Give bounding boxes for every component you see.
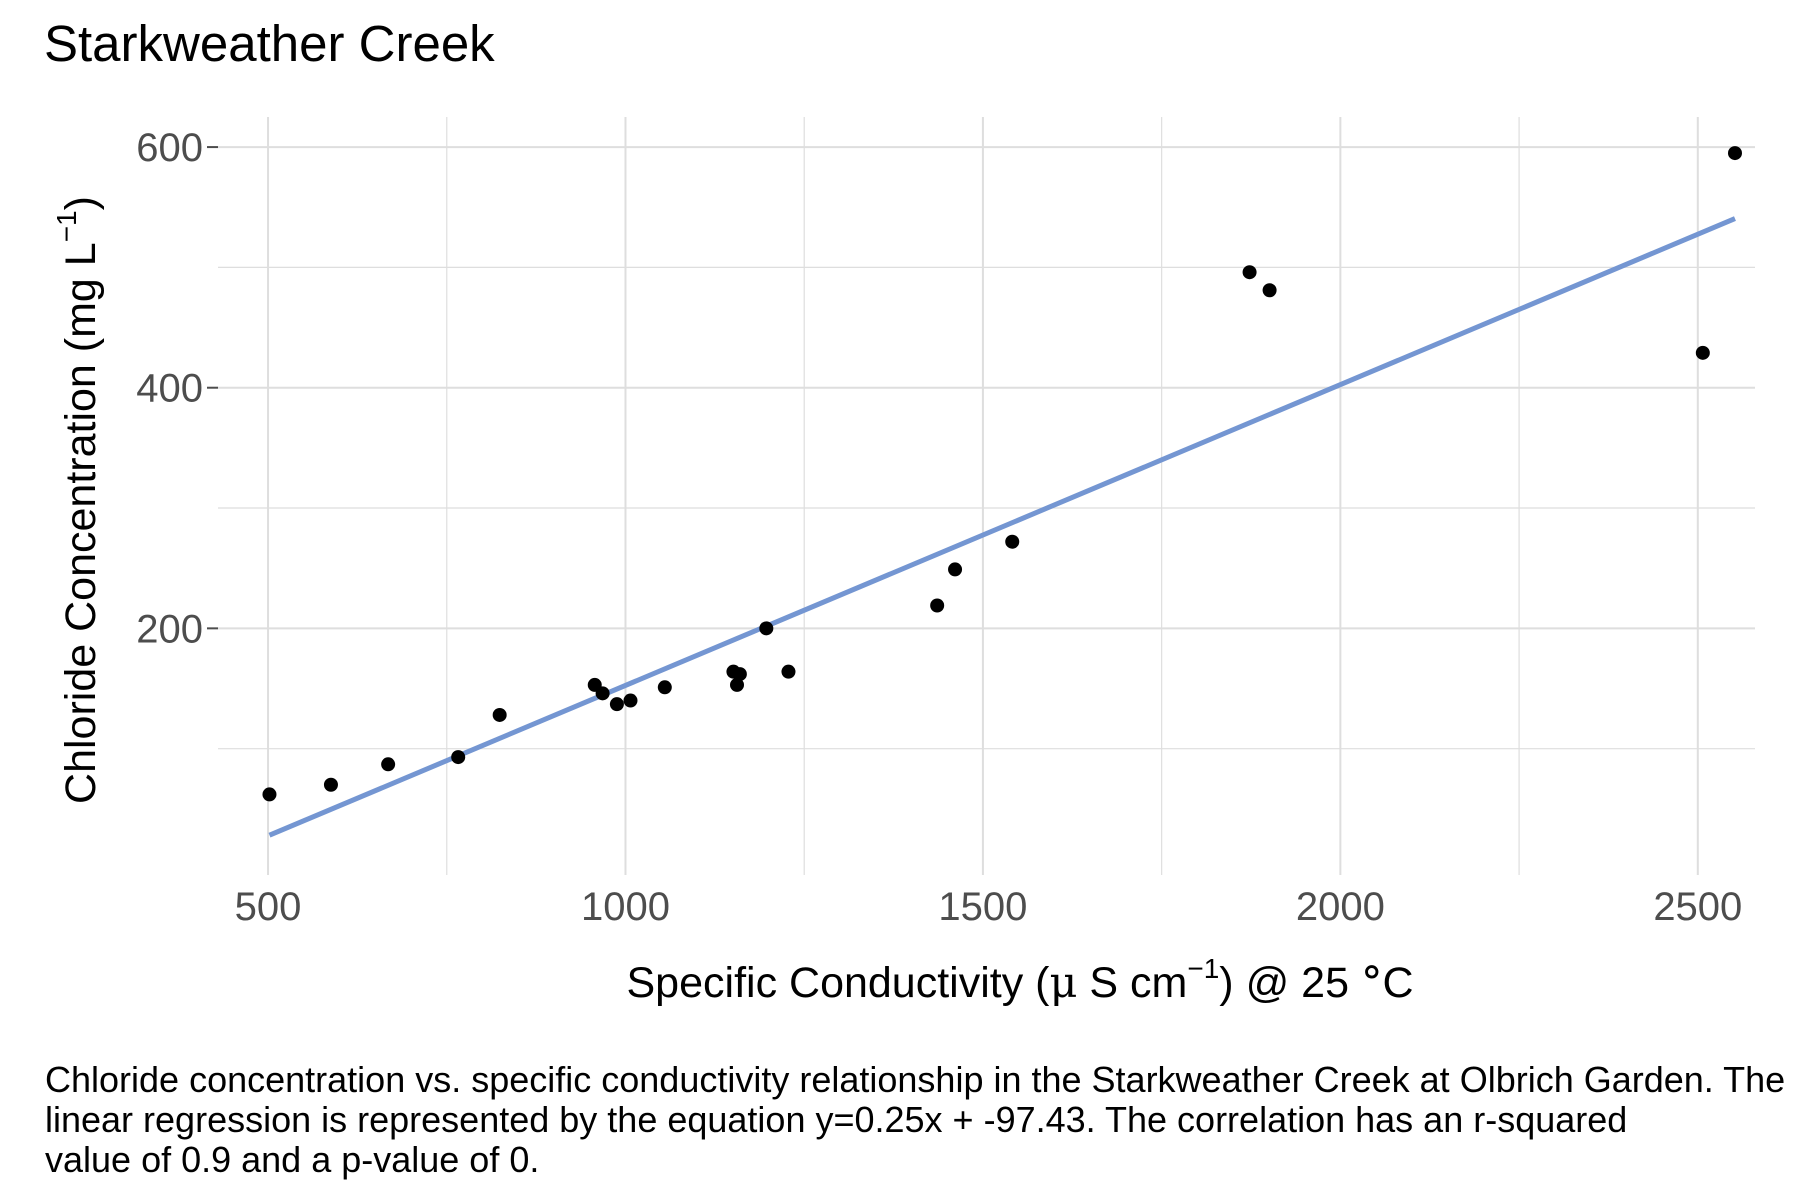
caption-line-2: linear regression is represented by the …: [45, 1099, 1628, 1140]
y-tick-label: 400: [136, 367, 203, 411]
data-point: [609, 697, 624, 712]
data-point: [492, 707, 507, 722]
y-tick-label: 600: [136, 126, 203, 170]
scatter-plot: 200 400 600 500 1000 1500 2000 2500 Specific Co…: [51, 117, 1755, 1008]
data-point: [262, 787, 277, 802]
axis-ticks: 200 400 600 500 1000 1500 2000 2500: [136, 126, 1742, 929]
data-point: [948, 562, 963, 577]
y-axis-title: Chloride Concentration (mg L−1): [51, 196, 105, 804]
data-point: [451, 750, 466, 765]
chart-title: Starkweather Creek: [44, 15, 495, 72]
caption-line-3: value of 0.9 and a p-value of 0.: [45, 1139, 540, 1180]
y-tick-label: 200: [136, 607, 203, 651]
grid-lines: [218, 117, 1755, 875]
x-tick-label: 1000: [581, 885, 670, 929]
data-point: [732, 667, 747, 682]
data-point: [1727, 146, 1742, 161]
data-point: [657, 680, 672, 695]
data-point: [1005, 534, 1020, 549]
x-tick-label: 2000: [1296, 885, 1385, 929]
x-tick-label: 500: [235, 885, 302, 929]
data-point: [730, 677, 745, 692]
data-point: [1242, 265, 1257, 280]
x-axis-title: Specific Conductivity (μ S cm−1) @ 25 °C: [627, 953, 1414, 1008]
data-point: [323, 777, 338, 792]
figure-caption: Chloride concentration vs. specific cond…: [45, 1060, 1800, 1180]
x-tick-label: 2500: [1653, 885, 1742, 929]
caption-line-1: Chloride concentration vs. specific cond…: [45, 1060, 1786, 1100]
x-tick-label: 1500: [938, 885, 1027, 929]
data-point: [781, 664, 796, 679]
regression-line: [268, 216, 1736, 838]
data-points: [262, 146, 1742, 802]
data-point: [930, 598, 945, 613]
data-point: [1262, 283, 1277, 298]
data-point: [623, 693, 638, 708]
data-point: [759, 621, 774, 636]
data-point: [595, 686, 610, 701]
regression-line-group: [268, 216, 1736, 838]
data-point: [1695, 345, 1710, 360]
data-point: [381, 757, 396, 772]
